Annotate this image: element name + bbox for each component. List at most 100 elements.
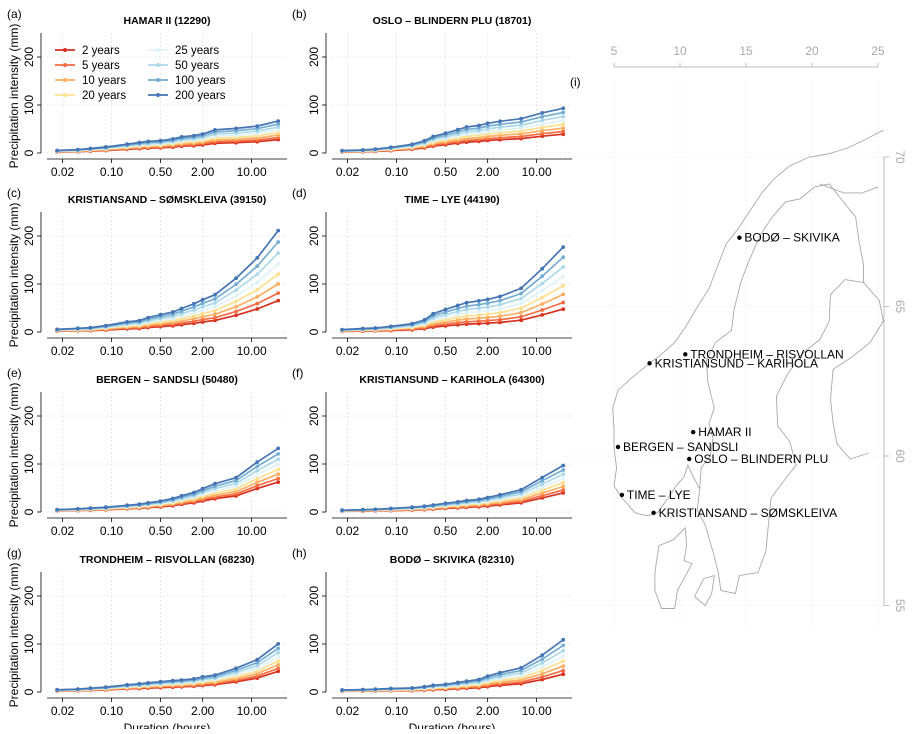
data-point [477,299,481,303]
data-point [519,487,523,492]
data-point [234,276,239,281]
data-point [276,261,281,266]
y-tick-label: 100 [307,95,321,115]
data-point [373,507,378,512]
data-point [540,661,545,665]
data-point [561,122,566,127]
data-point [192,316,196,321]
x-tick-label: 2.00 [191,165,215,179]
series-line [57,477,279,512]
y-tick-label: 100 [307,634,321,654]
data-point [464,310,469,315]
x-axis-label: Duration (hours) [409,721,496,729]
panel-title: OSLO – BLINDERN PLU (18701) [373,15,532,27]
data-point [519,132,523,136]
data-point [519,129,523,134]
data-point [561,468,566,472]
data-point [200,311,205,316]
map-coastline [694,574,715,607]
data-point [540,488,545,493]
data-point [561,245,566,250]
x-tick-label: 2.00 [191,344,215,358]
panel-title: BODØ – SKIVIKA (82310) [390,554,514,566]
data-point [485,301,490,306]
x-tick-label: 10.00 [522,165,552,179]
legend-entry: 2 years [82,45,120,57]
data-point [477,316,481,321]
data-point [179,493,184,498]
data-point [170,678,175,683]
legend-entry: 100 years [175,75,226,87]
panel-label: (h) [292,546,307,560]
station-marker [647,361,652,366]
panel-label: (e) [7,366,22,380]
data-point [360,687,365,692]
data-point [213,301,217,305]
data-point [158,312,163,317]
x-tick-label: 0.02 [51,524,75,538]
data-point [75,507,80,511]
data-point [137,681,142,686]
data-point [234,282,239,287]
panel-title: TRONDHEIM – RISVOLLAN (68230) [79,554,254,566]
legend-swatch-point [63,63,67,67]
data-point [431,503,435,507]
series-200-years [340,245,566,332]
map-lon-label: 20 [805,44,819,58]
data-point [540,274,545,279]
data-point [410,321,414,326]
data-point [485,124,490,128]
data-point [179,306,184,311]
x-tick-label: 10.00 [522,704,552,718]
y-tick-label: 0 [307,328,321,335]
data-point [540,475,545,480]
x-tick-label: 0.10 [100,524,124,538]
data-point [255,264,260,269]
y-tick-label: 100 [22,274,36,294]
data-point [477,309,481,314]
panel-label: (c) [7,186,21,200]
panel-label: (f) [292,366,303,380]
x-tick-label: 0.10 [385,704,409,718]
data-point [464,319,469,324]
map-station: HAMAR II [691,425,752,439]
data-point [477,306,481,311]
data-point [561,672,566,677]
data-point [170,310,175,314]
x-tick-label: 0.02 [51,165,75,179]
data-point [373,687,378,692]
data-point [540,485,545,490]
x-tick-label: 0.50 [149,344,173,358]
series-50-years [340,265,566,333]
data-point [540,125,545,130]
panel-label: (a) [7,7,22,21]
data-point [234,475,239,480]
data-point [234,666,239,671]
legend-entry: 200 years [175,90,226,102]
data-point [519,286,523,291]
map-lat-label: 55 [893,599,907,613]
data-point [477,313,481,317]
x-tick-label: 0.50 [149,704,173,718]
y-tick-label: 200 [307,226,321,246]
data-point [561,118,566,123]
data-point [255,124,260,128]
data-point [519,123,523,127]
data-point [455,318,460,323]
series-line [342,246,564,331]
y-tick-label: 200 [307,47,321,67]
data-point [276,452,281,456]
data-point [276,472,281,477]
map-lon-label: 15 [739,44,753,58]
panel-label: (b) [292,7,307,21]
data-point [455,500,460,504]
data-point [276,130,281,135]
x-tick-label: 0.10 [100,165,124,179]
data-point [340,508,344,513]
data-point [410,142,414,147]
y-tick-label: 200 [22,226,36,246]
data-point [455,680,460,685]
data-point [540,111,545,115]
data-point [213,297,217,301]
